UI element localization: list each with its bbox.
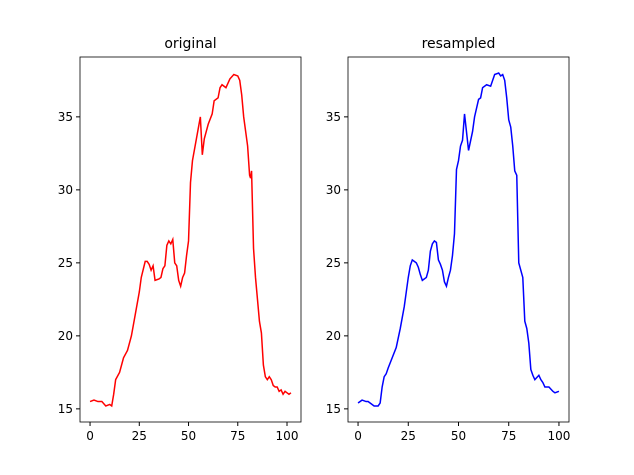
y-tick-label: 30 — [326, 183, 341, 197]
y-tick-label: 30 — [58, 183, 73, 197]
chart-title: original — [164, 36, 216, 52]
x-tick-label: 0 — [354, 429, 362, 443]
data-line — [357, 72, 560, 407]
x-tick-label: 75 — [230, 429, 245, 443]
y-tick-label: 15 — [326, 402, 341, 416]
axes-frame — [347, 56, 570, 423]
x-tick-label: 50 — [181, 429, 196, 443]
y-tick-label: 20 — [326, 329, 341, 343]
y-tick-label: 15 — [58, 402, 73, 416]
x-tick-label: 0 — [86, 429, 94, 443]
x-tick-label: 100 — [548, 429, 571, 443]
x-tick-label: 25 — [401, 429, 416, 443]
axes-frame — [79, 56, 302, 423]
chart-title: resampled — [422, 36, 496, 52]
y-tick-label: 35 — [326, 110, 341, 124]
x-tick-label: 75 — [501, 429, 516, 443]
y-tick-label: 35 — [58, 110, 73, 124]
x-tick-label: 100 — [276, 429, 299, 443]
y-tick-label: 25 — [58, 256, 73, 270]
x-tick-label: 50 — [451, 429, 466, 443]
y-tick-label: 25 — [326, 256, 341, 270]
x-tick-label: 25 — [132, 429, 147, 443]
y-tick-label: 20 — [58, 329, 73, 343]
data-line — [89, 73, 292, 408]
